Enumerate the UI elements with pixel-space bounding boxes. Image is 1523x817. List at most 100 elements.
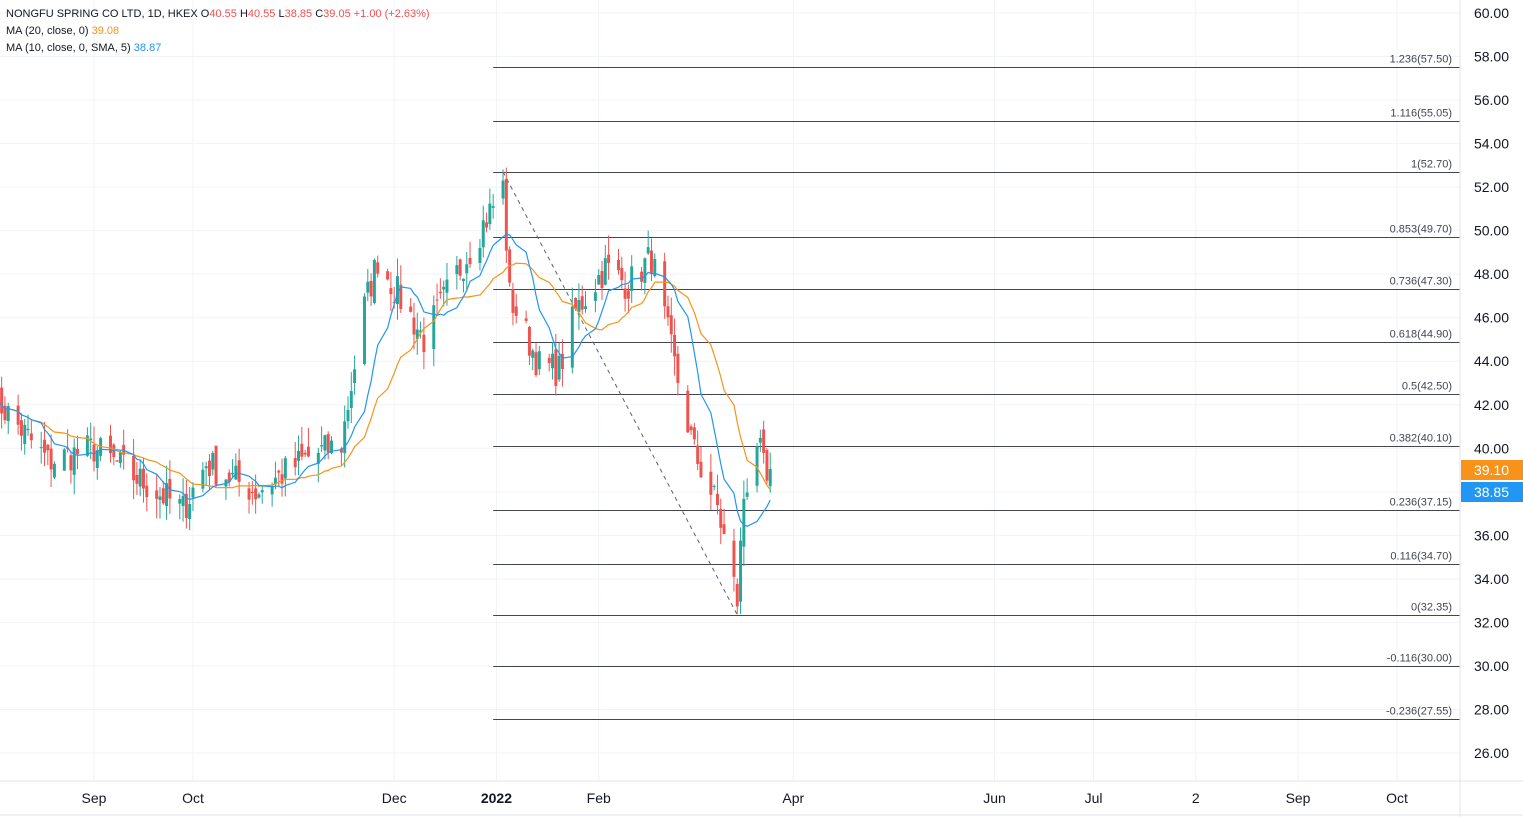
candle-body [653,258,657,277]
candle-body [686,390,690,433]
candle-body [557,356,561,380]
candle-body [560,353,564,370]
fib-level-label: 0(32.35) [1411,602,1452,614]
candle-body [574,297,578,309]
y-tick-label: 44.00 [1474,353,1509,369]
y-tick-label: 50.00 [1474,223,1509,239]
candle-body [316,452,320,464]
candle-body [742,498,746,547]
candle-body [29,433,33,441]
candle-body [89,438,93,441]
candle-body [165,483,169,507]
candle-body [415,329,419,339]
fibonacci-retracement[interactable]: 1.236(57.50) 1.116(55.05) 1(52.70) 0.853(49… [493,54,1460,720]
candle-body [537,351,541,370]
candle-body [273,477,277,485]
x-tick-label: Jul [1085,790,1103,806]
change-value: +1.00 (+2.63%) [353,8,430,20]
x-tick-label: Feb [587,790,611,806]
candle-body [158,496,162,500]
candle-body [52,463,56,478]
candle-body [49,448,53,470]
legend-ma20-row[interactable]: MA (20, close, 0) 39.08 [6,23,430,40]
candle-body [323,435,327,451]
candle-body [300,443,304,457]
candle-body [666,306,670,318]
price-badge[interactable] [1461,482,1523,502]
high-label: H [239,8,248,20]
candle-body [207,460,211,477]
x-tick-label: Sep [82,790,107,806]
y-tick-label: 60.00 [1474,5,1509,21]
candle-body [461,278,465,282]
candle-body [135,474,139,484]
price-badge[interactable] [1461,460,1523,480]
candle-body [204,466,208,469]
candle-body [455,265,459,275]
candle-body [600,270,604,289]
y-tick-label: 48.00 [1474,266,1509,282]
candle-body [709,471,713,495]
fib-level-label: 1(52.70) [1411,159,1452,171]
y-tick-label: 30.00 [1474,658,1509,674]
candle-body [293,458,297,468]
ma20-value: 39.08 [91,25,120,37]
candle-body [237,460,241,482]
fib-trend-line[interactable] [502,171,738,616]
trend-line[interactable] [502,171,738,616]
candle-body [109,435,112,454]
symbol-title[interactable]: NONGFU SPRING CO LTD, 1D, HKEX [6,8,198,20]
ma10-label: MA (10, close, 0, SMA, 5) [6,42,131,54]
fib-level-label: 0.853(49.70) [1390,224,1452,236]
candle-body [181,496,185,506]
ma10-value: 38.87 [133,42,162,54]
candle-body [607,254,611,264]
y-tick-label: 34.00 [1474,571,1509,587]
candle-body [663,261,667,307]
candle-body [617,260,620,271]
candle-body [531,350,535,358]
ma20-line [0,262,771,490]
candle-body [669,315,673,335]
y-tick-label: 26.00 [1474,745,1509,761]
price-badge-label: 38.85 [1474,484,1509,500]
candle-body [524,318,528,321]
candle-body [247,488,251,500]
candle-body [646,247,650,254]
open-value: 40.55 [209,8,237,20]
candle-body [442,286,446,290]
fib-level-label: 0.618(44.90) [1390,329,1452,341]
candle-body [16,405,20,425]
candle-body [603,258,607,285]
candle-body [353,369,357,384]
candle-body [399,284,403,309]
candle-body [62,449,66,471]
candle-body [468,257,472,265]
candle-body [465,264,469,274]
candle-body [511,289,515,313]
legend-symbol-row: NONGFU SPRING CO LTD, 1D, HKEX O40.55 H4… [6,6,430,23]
candle-body [386,271,390,280]
low-label: L [278,8,285,20]
candle-body [3,405,7,421]
candle-body [715,493,719,506]
y-tick-label: 36.00 [1474,527,1509,543]
candle-body [712,485,716,487]
candle-body [435,299,439,301]
grid [0,0,1460,781]
candle-body [277,470,281,473]
x-tick-label: Oct [1386,790,1408,806]
candle-body [26,428,30,431]
candle-body [76,448,79,455]
candle-body [349,391,353,408]
y-tick-label: 54.00 [1474,136,1509,152]
candle-body [231,472,235,475]
candle-body [640,271,644,282]
fib-level-label: 0.5(42.50) [1402,381,1452,393]
candle-body [303,452,307,455]
candle-body [458,259,462,276]
legend-ma10-row[interactable]: MA (10, close, 0, SMA, 5) 38.87 [6,40,430,57]
candle-body [676,353,680,383]
